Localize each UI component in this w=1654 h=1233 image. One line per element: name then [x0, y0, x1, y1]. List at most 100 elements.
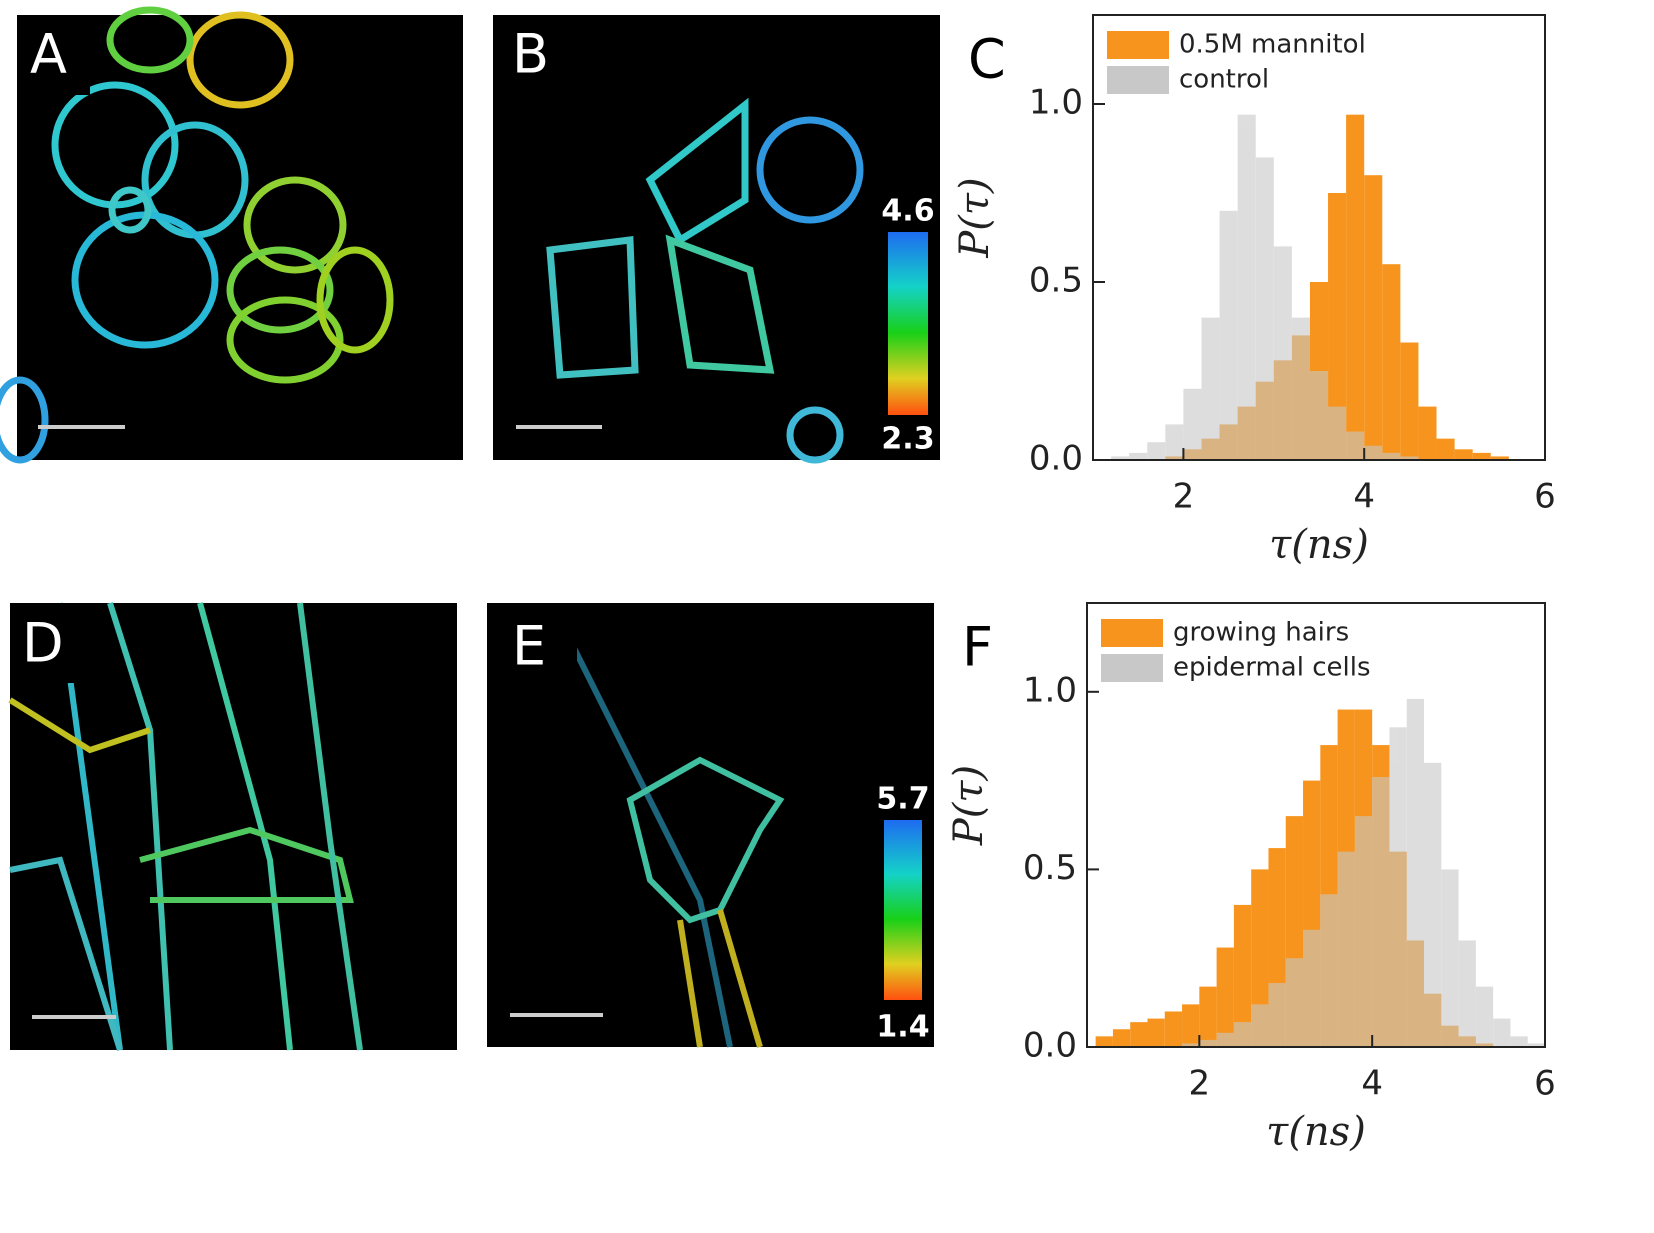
plot-frame — [1086, 602, 1546, 1048]
panel-label: B — [512, 23, 549, 86]
bar — [1183, 388, 1202, 460]
bar — [1372, 777, 1390, 1047]
bar — [1382, 264, 1401, 460]
bar — [1424, 762, 1442, 1047]
bar — [1147, 442, 1166, 460]
bar — [1320, 894, 1338, 1047]
bar — [1291, 317, 1310, 460]
bar — [1199, 1039, 1217, 1047]
bar — [1112, 1029, 1131, 1047]
y-tick-label: 0.0 — [1023, 1026, 1077, 1066]
y-tick-label: 0.5 — [1029, 261, 1083, 301]
legend-label: 0.5M mannitol — [1179, 30, 1366, 60]
colorbar-min: 1.4 — [876, 1010, 929, 1045]
bar — [1130, 1022, 1148, 1047]
bar — [1418, 406, 1437, 460]
bar — [1346, 431, 1365, 460]
bar — [1219, 210, 1238, 460]
micrograph-b: B 4.6 2.3 — [493, 15, 940, 464]
bar — [1199, 986, 1217, 1047]
bar — [1268, 983, 1286, 1047]
series — [1182, 698, 1545, 1047]
y-axis-label: P(τ) — [946, 765, 992, 846]
x-tick-label: 6 — [1534, 477, 1556, 517]
bar — [1400, 456, 1419, 460]
legend-label: epidermal cells — [1173, 653, 1371, 683]
bar — [1527, 1043, 1545, 1047]
bar — [1389, 727, 1407, 1047]
bar — [1147, 1018, 1165, 1047]
histogram-panel: 2 4 6 0.0 0.5 1.0 τ(ns) P(τ) F growing hairs epide… — [946, 602, 1556, 1155]
legend-swatch — [1101, 619, 1163, 647]
bar — [1510, 1036, 1528, 1047]
legend-swatch — [1107, 31, 1169, 59]
y-tick-label: 0.5 — [1023, 848, 1077, 888]
bar — [1328, 193, 1347, 460]
bar — [1458, 940, 1476, 1047]
bar — [1251, 1004, 1269, 1047]
bar — [1436, 438, 1455, 460]
bar — [1164, 1011, 1183, 1047]
x-tick-label: 6 — [1534, 1064, 1556, 1104]
bar — [1406, 698, 1425, 1047]
bar — [1493, 1018, 1511, 1047]
bar — [1337, 851, 1355, 1047]
bar — [1490, 456, 1509, 460]
x-tick-label: 2 — [1189, 1064, 1211, 1104]
bar — [1182, 1043, 1200, 1047]
y-axis-label: P(τ) — [952, 177, 998, 258]
bar — [1346, 114, 1365, 461]
bar — [1285, 958, 1304, 1047]
bar — [1309, 371, 1329, 460]
bar — [1111, 456, 1130, 460]
micrograph-a: A — [0, 6, 463, 464]
bar — [1472, 452, 1491, 460]
bar — [1273, 246, 1292, 460]
x-axis-label: τ(ns) — [1269, 522, 1369, 568]
bar — [1216, 947, 1234, 1047]
bar — [1233, 1022, 1252, 1047]
plot-frame — [1092, 14, 1546, 461]
bar — [1454, 449, 1473, 460]
bar — [1201, 317, 1220, 460]
bar — [1400, 342, 1419, 460]
legend-swatch — [1107, 66, 1169, 94]
panel-label: D — [22, 612, 64, 675]
micrograph-e: E 5.7 1.4 — [487, 603, 934, 1048]
bar — [1255, 157, 1274, 460]
legend-label: growing hairs — [1173, 618, 1349, 648]
bar — [1095, 1036, 1113, 1047]
bar — [1303, 929, 1321, 1047]
bar — [1182, 1004, 1200, 1047]
bar — [1382, 452, 1401, 460]
x-axis-label: τ(ns) — [1266, 1109, 1366, 1155]
colorbar-min: 2.3 — [881, 422, 934, 457]
bar — [1364, 175, 1383, 460]
y-tick-label: 0.0 — [1029, 439, 1083, 479]
legend-swatch — [1101, 654, 1163, 682]
x-tick-label: 2 — [1173, 477, 1195, 517]
panel-label: A — [30, 23, 67, 86]
micrograph-d: D — [8, 602, 457, 1051]
bar — [1233, 904, 1252, 1047]
bar — [1354, 816, 1373, 1047]
bar — [1441, 869, 1459, 1047]
bar — [1475, 986, 1494, 1047]
panel-label: E — [512, 615, 546, 678]
colorbar-max: 4.6 — [881, 194, 934, 229]
bar — [1237, 114, 1256, 461]
bar — [1364, 445, 1383, 460]
bar — [1216, 1032, 1234, 1047]
x-tick-label: 4 — [1361, 1064, 1383, 1104]
histogram-panel: 2 4 6 0.0 0.5 1.0 τ(ns) P(τ) C 0.5M mannitol contr… — [952, 14, 1556, 568]
bar — [1251, 869, 1269, 1047]
bar — [1328, 406, 1347, 460]
bar — [1129, 452, 1148, 460]
bar — [1165, 424, 1184, 460]
y-tick-label: 1.0 — [1029, 83, 1083, 123]
panel-label: F — [962, 616, 993, 679]
series — [1111, 114, 1419, 461]
y-tick-label: 1.0 — [1023, 670, 1077, 710]
